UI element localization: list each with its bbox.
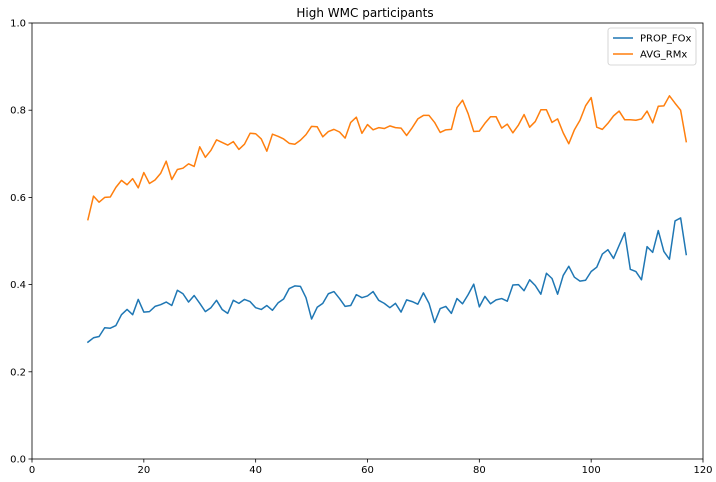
series-line-avg-rmx: [87, 95, 688, 221]
series-line-prop-fox: [86, 217, 688, 344]
y-tick-label: 0.0: [10, 455, 26, 466]
plot-area: [86, 95, 688, 344]
legend-label-prop-fox: PROP_FOx: [640, 34, 692, 45]
x-tick-label: 100: [582, 465, 601, 476]
x-tick-label: 20: [137, 465, 150, 476]
x-tick-label: 40: [249, 465, 262, 476]
x-tick-label: 80: [473, 465, 486, 476]
x-tick-label: 60: [361, 465, 374, 476]
y-tick-label: 0.2: [10, 367, 26, 378]
y-tick-label: 1.0: [10, 19, 26, 30]
x-tick-label: 0: [29, 465, 35, 476]
y-tick-label: 0.8: [10, 106, 26, 117]
y-tick-label: 0.6: [10, 193, 26, 204]
legend: PROP_FOx AVG_RMx: [607, 27, 697, 66]
axes: 0 20 40 60 80 100 120 0.0 0.2 0.4 0.6 0.8 1.0: [10, 19, 712, 477]
x-tick-label: 120: [693, 465, 712, 476]
y-tick-label: 0.4: [10, 280, 26, 291]
legend-label-avg-rmx: AVG_RMx: [640, 50, 687, 61]
chart-title: High WMC participants: [296, 6, 433, 20]
